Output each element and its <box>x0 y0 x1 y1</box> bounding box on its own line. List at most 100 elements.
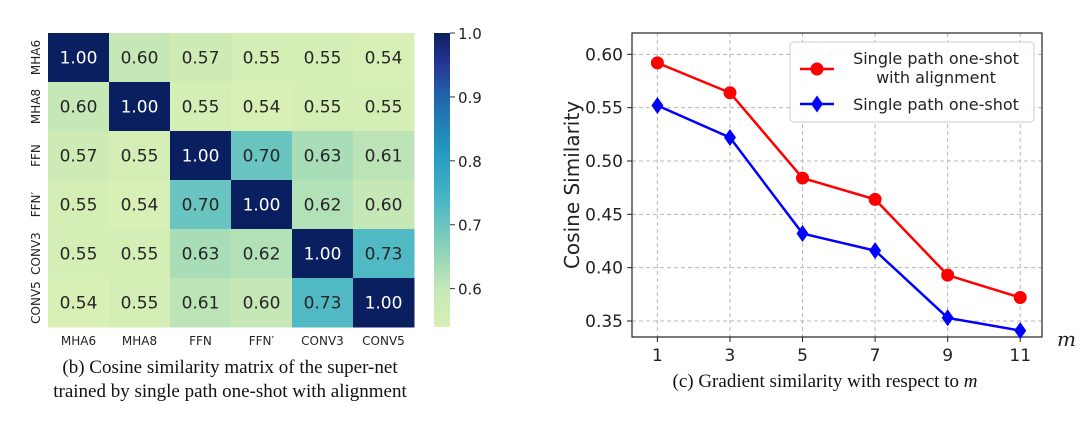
heatmap-cell <box>292 278 354 328</box>
heatmap-cell <box>48 278 110 328</box>
heatmap-cell <box>48 82 110 132</box>
heatmap-cell <box>48 229 110 279</box>
y-tick-label: 0.35 <box>585 312 623 332</box>
series-1-point <box>868 192 882 206</box>
heatmap-cell <box>170 33 232 83</box>
heatmap-cell <box>292 180 354 230</box>
y-tick-label: 0.40 <box>585 259 623 279</box>
y-tick-label: 0.45 <box>585 205 623 225</box>
heatmap-caption-line2: trained by single path one-shot with ali… <box>53 381 407 402</box>
heatmap-cell <box>292 33 354 83</box>
heatmap-cell-label: 0.55 <box>304 98 342 118</box>
heatmap-col-label: FFN <box>189 334 212 348</box>
heatmap-row-label: CONV3 <box>29 232 43 275</box>
heatmap-cell-label: 0.54 <box>121 196 159 216</box>
heatmap-cell-label: 0.54 <box>60 294 98 314</box>
heatmap-cell <box>48 180 110 230</box>
line-chart: 1 3 5 7 9 11 0.35 0.40 0.45 0.50 0.55 0.60 Cosine Si… <box>560 32 1076 366</box>
heatmap-cell-label: 0.62 <box>243 245 281 265</box>
heatmap-cell-label: 0.55 <box>60 196 98 216</box>
heatmap-cell <box>353 82 415 132</box>
heatmap-cell <box>48 131 110 181</box>
heatmap-caption-line1: (b) Cosine similarity matrix of the supe… <box>62 357 398 378</box>
series-1-point <box>941 268 955 282</box>
line-chart-caption-text: (c) Gradient similarity with respect to <box>672 371 964 392</box>
heatmap-cell-label: 0.55 <box>182 98 220 118</box>
legend-label: Single path one-shot <box>853 95 1019 114</box>
series-2-point <box>651 97 664 115</box>
heatmap-cell-label: 0.73 <box>304 294 342 314</box>
heatmap-col-label: FFN′ <box>249 334 275 348</box>
heatmap-row-label: FFN <box>29 144 43 167</box>
y-axis-label: Cosine Similarity <box>560 101 584 269</box>
heatmap-col-label: CONV3 <box>301 334 344 348</box>
heatmap-cell <box>231 278 293 328</box>
heatmap-cell <box>353 278 415 328</box>
x-tick-label: 7 <box>870 346 881 366</box>
line-chart-caption-var: m <box>963 371 978 392</box>
heatmap-cell-label: 0.60 <box>365 196 403 216</box>
heatmap-cell <box>109 82 171 132</box>
heatmap-cell <box>109 229 171 279</box>
series-1-point <box>1013 291 1027 305</box>
heatmap-caption: (b) Cosine similarity matrix of the supe… <box>0 356 460 404</box>
plot-frame <box>631 32 1043 338</box>
heatmap-cell <box>231 131 293 181</box>
heatmap-cell-label: 0.55 <box>304 49 342 69</box>
heatmap-cell-label: 0.60 <box>243 294 281 314</box>
colorbar-tick-label: 0.7 <box>458 217 482 235</box>
heatmap-cell-label: 0.70 <box>182 196 220 216</box>
heatmap-cell <box>109 33 171 83</box>
heatmap-chart: 1.00 0.60 0.57 0.55 0.55 0.54 0.60 1.00 0.55 0.54… <box>29 33 415 348</box>
heatmap-cell-label: 0.60 <box>121 49 159 69</box>
heatmap-col-label: MHA8 <box>122 334 157 348</box>
heatmap-cell-label: 0.57 <box>182 49 220 69</box>
heatmap-cell-label: 0.57 <box>60 147 98 167</box>
heatmap-cell-label: 0.63 <box>182 245 220 265</box>
heatmap-cell <box>109 278 171 328</box>
heatmap-cell-label: 1.00 <box>365 294 403 314</box>
heatmap-cell-label: 1.00 <box>243 196 281 216</box>
heatmap-cell <box>292 131 354 181</box>
x-tick-label: 3 <box>725 346 736 366</box>
heatmap-row-label: MHA8 <box>29 89 43 124</box>
heatmap-cell <box>109 180 171 230</box>
x-tick-label: 9 <box>942 346 953 366</box>
heatmap-col-label: CONV5 <box>362 334 405 348</box>
heatmap-cell <box>170 229 232 279</box>
colorbar: 1.0 0.9 0.8 0.7 0.6 <box>434 25 482 327</box>
heatmap-cell-label: 0.61 <box>365 147 403 167</box>
heatmap-cell-label: 1.00 <box>182 147 220 167</box>
y-tick-label: 0.55 <box>585 99 623 119</box>
heatmap-cell <box>231 229 293 279</box>
heatmap-cell-label: 0.54 <box>365 49 403 69</box>
x-tick-label: 5 <box>797 346 808 366</box>
heatmap-cell <box>353 180 415 230</box>
heatmap-cell-label: 0.70 <box>243 147 281 167</box>
heatmap-cell-label: 0.62 <box>304 196 342 216</box>
heatmap-cell <box>170 82 232 132</box>
heatmap-row-label: MHA6 <box>29 40 43 75</box>
heatmap-cell-label: 0.61 <box>182 294 220 314</box>
series-1-point <box>723 86 737 100</box>
heatmap-col-label: MHA6 <box>61 334 96 348</box>
series-1-point <box>796 171 810 185</box>
heatmap-cell-label: 0.55 <box>243 49 281 69</box>
colorbar-tick-label: 0.8 <box>458 153 482 171</box>
colorbar-tick-label: 1.0 <box>458 25 482 43</box>
heatmap-cell-label: 1.00 <box>60 49 98 69</box>
colorbar-tick-label: 0.9 <box>458 89 482 107</box>
heatmap-row-label: CONV5 <box>29 281 43 324</box>
colorbar-tick-label: 0.6 <box>458 281 482 299</box>
x-axis-label: m <box>1057 327 1076 351</box>
heatmap-cell <box>353 131 415 181</box>
colorbar-gradient <box>434 33 450 327</box>
legend-box <box>789 41 1035 123</box>
heatmap-cell <box>170 180 232 230</box>
heatmap-cell <box>170 278 232 328</box>
x-tick-label: 11 <box>1009 346 1031 366</box>
legend-label: with alignment <box>876 68 996 87</box>
series-2-point <box>1014 322 1027 340</box>
series-2-point <box>869 242 882 260</box>
